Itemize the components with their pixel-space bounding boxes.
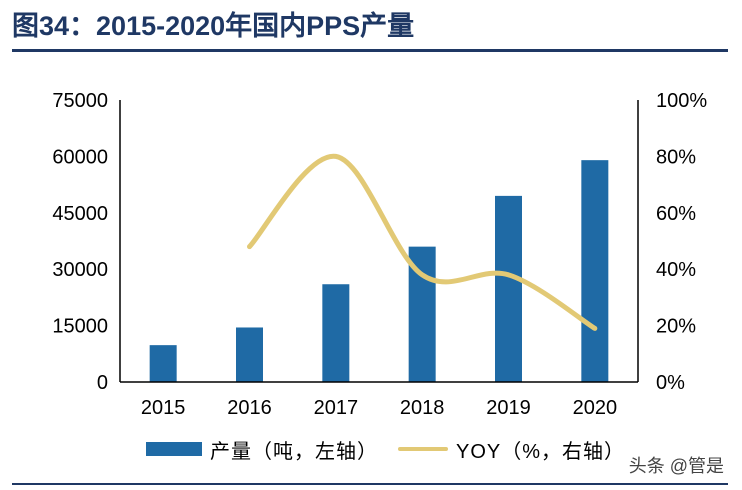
bar-2017	[322, 284, 350, 382]
bottom-rule	[12, 483, 728, 485]
bar-2020	[581, 160, 609, 382]
left-tick-label: 0	[97, 372, 108, 394]
left-tick-label: 30000	[52, 259, 108, 281]
x-axis: 2015 2016 2017 2018 2019 2020	[141, 397, 617, 419]
left-tick-label: 45000	[52, 203, 108, 225]
legend-label-yoy: YOY（%，右轴）	[456, 440, 626, 463]
legend-item-output: 产量（吨，左轴）	[146, 432, 378, 466]
x-tick-label: 2016	[227, 397, 272, 419]
axes	[119, 100, 639, 383]
watermark: 头条 @管是	[624, 452, 728, 478]
chart: 0 15000 30000 45000 60000 75000 0% 20% 40% 60% 80…	[52, 90, 707, 419]
x-tick-label: 2019	[486, 397, 531, 419]
right-tick-label: 100%	[656, 90, 707, 112]
left-tick-label: 15000	[52, 316, 108, 338]
right-axis: 0% 20% 40% 60% 80% 100%	[656, 90, 707, 394]
legend: 产量（吨，左轴） YOY（%，右轴）	[0, 432, 742, 466]
left-axis: 0 15000 30000 45000 60000 75000	[52, 90, 108, 394]
bar-2015	[149, 345, 177, 382]
x-tick-label: 2020	[573, 397, 618, 419]
right-tick-label: 80%	[656, 146, 696, 168]
title-rule	[12, 49, 728, 52]
legend-label-output: 产量（吨，左轴）	[210, 440, 378, 463]
legend-bar-swatch	[146, 442, 202, 456]
right-tick-label: 20%	[656, 316, 696, 338]
legend-line-swatch	[398, 447, 448, 451]
yoy-line	[247, 153, 598, 331]
right-tick-label: 0%	[656, 372, 685, 394]
right-tick-label: 40%	[656, 259, 696, 281]
chart-title: 图34：2015-2020年国内PPS产量	[12, 11, 415, 41]
bar-2016	[236, 327, 263, 382]
bar-series	[149, 160, 609, 382]
line-series	[247, 153, 598, 331]
left-tick-label: 75000	[52, 90, 108, 112]
x-tick-label: 2018	[400, 397, 445, 419]
x-tick-label: 2017	[314, 397, 359, 419]
bar-2019	[495, 195, 522, 382]
right-tick-label: 60%	[656, 203, 696, 225]
left-tick-label: 60000	[52, 146, 108, 168]
x-tick-label: 2015	[141, 397, 186, 419]
legend-item-yoy: YOY（%，右轴）	[398, 432, 625, 466]
